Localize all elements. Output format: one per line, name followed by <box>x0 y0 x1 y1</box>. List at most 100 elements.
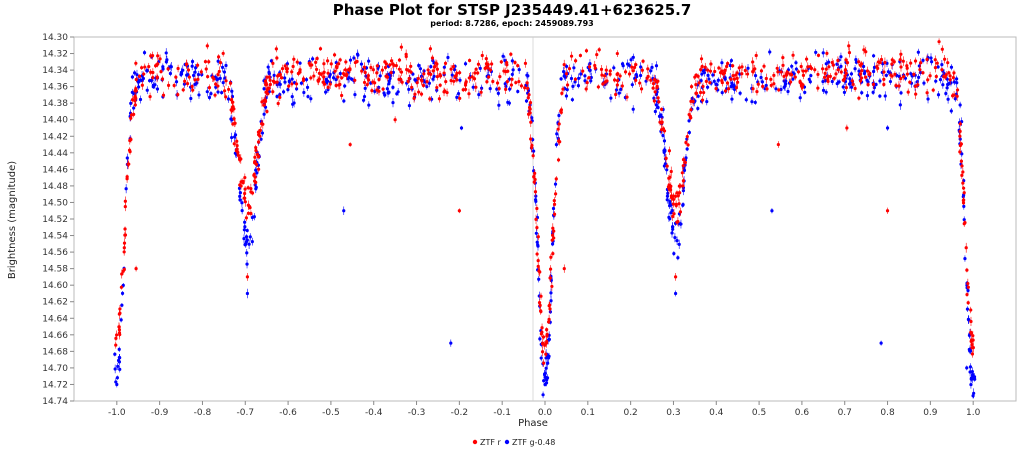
data-point <box>243 187 247 191</box>
data-point <box>529 120 533 124</box>
data-point <box>768 50 772 54</box>
data-point <box>523 61 528 65</box>
data-point <box>348 142 352 147</box>
data-point <box>899 76 903 81</box>
data-point <box>543 382 547 387</box>
data-point <box>539 332 544 336</box>
data-point <box>550 238 554 242</box>
data-point <box>190 64 194 68</box>
data-point <box>240 201 244 205</box>
data-point <box>754 53 758 58</box>
data-point <box>265 109 269 114</box>
data-point <box>296 71 300 76</box>
data-point <box>949 109 953 113</box>
data-point <box>283 80 287 84</box>
data-point <box>673 194 678 199</box>
data-point <box>142 51 147 55</box>
data-point <box>871 69 876 74</box>
data-point <box>271 61 275 65</box>
data-point <box>857 60 861 64</box>
data-point <box>156 54 160 58</box>
data-point <box>534 217 538 222</box>
data-point <box>155 76 159 80</box>
data-point <box>329 62 333 66</box>
data-point <box>123 199 127 203</box>
data-point <box>967 347 971 352</box>
data-point <box>331 76 336 80</box>
data-point <box>384 74 388 78</box>
data-point <box>569 54 574 58</box>
data-point <box>344 60 348 64</box>
data-point <box>130 75 135 79</box>
y-tick-label: 14.54 <box>42 232 68 242</box>
data-point <box>230 89 234 93</box>
data-point <box>369 65 373 70</box>
data-point <box>343 68 348 72</box>
data-point <box>260 131 265 135</box>
data-point <box>770 209 774 213</box>
data-point <box>671 197 676 201</box>
data-point <box>216 90 220 94</box>
data-point <box>505 79 509 84</box>
data-point <box>919 61 923 65</box>
data-point <box>142 72 146 76</box>
data-point <box>172 83 176 88</box>
data-point <box>759 75 763 80</box>
data-point <box>653 109 657 114</box>
data-point <box>292 57 296 61</box>
data-point <box>140 66 144 70</box>
data-point <box>248 235 252 239</box>
data-point <box>302 90 306 95</box>
data-point <box>866 83 870 87</box>
data-point <box>134 61 138 65</box>
data-point <box>876 66 880 70</box>
data-point <box>905 72 909 76</box>
data-point <box>550 233 555 237</box>
data-point <box>356 53 360 57</box>
data-point <box>132 106 136 110</box>
data-point <box>407 104 412 108</box>
data-point <box>194 66 198 70</box>
data-point <box>821 79 825 84</box>
data-point <box>119 285 124 289</box>
data-point <box>926 78 930 82</box>
data-point <box>145 69 149 73</box>
data-point <box>890 74 894 78</box>
x-tick-label: 0.6 <box>795 408 810 418</box>
data-point <box>926 97 930 101</box>
data-point <box>478 66 482 70</box>
data-point <box>581 69 585 73</box>
data-point <box>246 203 250 207</box>
data-point <box>578 53 583 58</box>
data-point <box>255 152 259 157</box>
data-point <box>122 241 127 245</box>
data-point <box>700 64 704 69</box>
data-point <box>832 76 836 81</box>
data-point <box>415 81 419 85</box>
data-point <box>246 186 250 190</box>
y-tick-label: 14.68 <box>42 347 68 357</box>
data-point <box>189 96 193 101</box>
data-point <box>115 376 119 380</box>
data-point <box>464 80 468 84</box>
data-point <box>670 209 674 213</box>
data-point <box>685 147 689 151</box>
data-point <box>223 76 227 80</box>
data-point <box>968 365 973 369</box>
data-point <box>129 137 133 142</box>
data-point <box>847 44 851 48</box>
data-point <box>955 88 960 92</box>
data-point <box>706 85 710 89</box>
data-point <box>836 68 840 72</box>
data-point <box>708 81 712 85</box>
data-point <box>262 112 266 116</box>
data-point <box>878 94 882 98</box>
data-point <box>544 366 548 370</box>
data-point <box>377 77 381 82</box>
data-point <box>603 80 607 84</box>
data-point <box>970 352 975 356</box>
data-point <box>965 307 970 311</box>
data-point <box>666 191 670 195</box>
data-point <box>931 88 935 92</box>
